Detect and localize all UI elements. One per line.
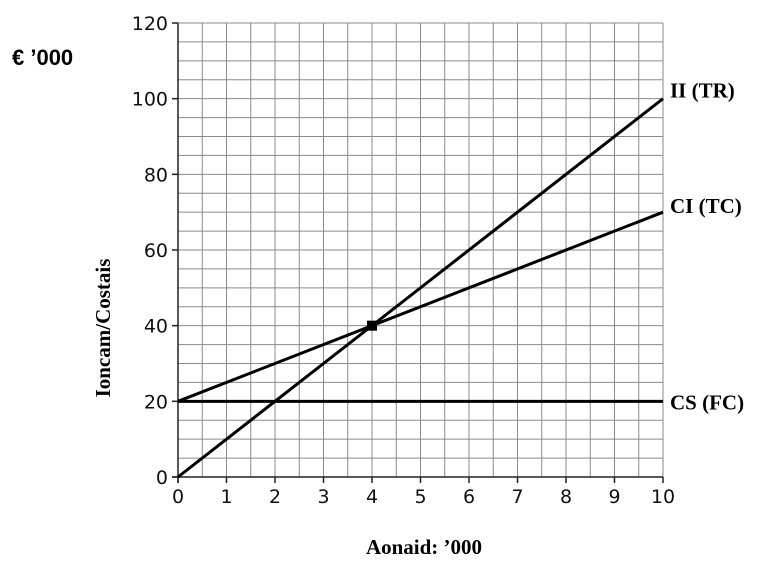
x-tick-labels: 0 1 2 3 4 5 6 7 8 9 10 — [172, 486, 675, 508]
break-even-marker — [367, 320, 377, 331]
x-tick-label: 4 — [366, 486, 378, 508]
series-line — [177, 97, 664, 479]
y-tick-label: 20 — [144, 391, 168, 413]
x-tick-label: 8 — [560, 486, 572, 508]
series-line — [177, 210, 664, 403]
y-tick-label: 120 — [132, 13, 168, 35]
x-tick-label: 0 — [172, 486, 184, 508]
x-tick-label: 3 — [317, 486, 329, 508]
axes — [172, 22, 664, 483]
series-lines — [177, 97, 664, 479]
x-tick-label: 7 — [511, 486, 523, 508]
series-labels: II (TR) CI (TC) CS (FC) — [670, 79, 744, 415]
y-tick-label: 100 — [132, 89, 168, 111]
y-tick-label: 60 — [144, 240, 168, 262]
series-label: CI (TC) — [670, 194, 742, 218]
grid — [177, 22, 664, 478]
x-tick-label: 6 — [463, 486, 475, 508]
x-axis-title: Aonaid: ’000 — [366, 535, 482, 559]
series-label: CS (FC) — [670, 390, 744, 414]
x-tick-label: 5 — [414, 486, 426, 508]
x-tick-label: 10 — [651, 486, 675, 508]
series-label: II (TR) — [670, 79, 735, 103]
y-tick-labels: 0 20 40 60 80 100 120 — [132, 13, 168, 489]
y-tick-label: 80 — [144, 164, 168, 186]
y-unit-label: € ’000 — [12, 45, 73, 70]
markers — [367, 320, 377, 331]
y-tick-label: 40 — [144, 316, 168, 338]
y-axis-title: Ioncam/Costais — [91, 259, 115, 398]
x-tick-label: 1 — [220, 486, 232, 508]
x-tick-label: 9 — [608, 486, 620, 508]
x-tick-label: 2 — [269, 486, 281, 508]
y-tick-label: 0 — [156, 467, 168, 489]
